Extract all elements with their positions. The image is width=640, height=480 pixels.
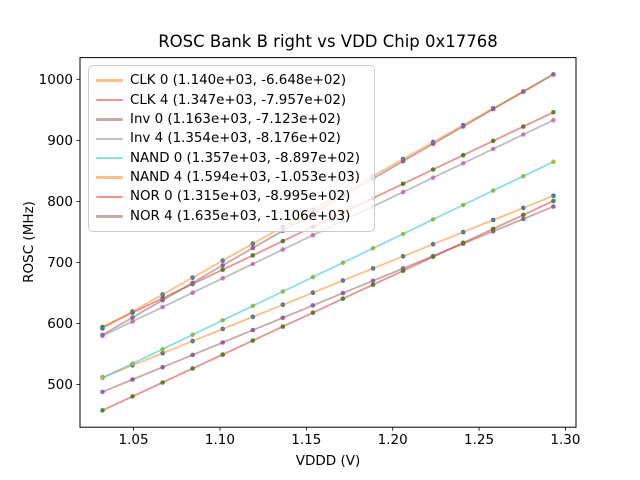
legend-item-clk-4: CLK 4 (1.347e+03, -7.957e+02) — [96, 90, 366, 109]
legend-line-sample — [96, 79, 123, 82]
series-line-nand-0 — [102, 160, 554, 379]
legend-label: NOR 4 (1.635e+03, -1.106e+03) — [130, 208, 351, 224]
series-line-inv-0 — [102, 205, 554, 393]
legend-item-clk-0: CLK 0 (1.140e+03, -6.648e+02) — [96, 71, 366, 90]
chart-title: ROSC Bank B right vs VDD Chip 0x17768 — [158, 32, 498, 51]
series-line-nor-0 — [102, 200, 554, 412]
y-tick-label: 800 — [47, 194, 73, 210]
legend-item-nand-4: NAND 4 (1.594e+03, -1.053e+03) — [96, 168, 366, 187]
legend-label: Inv 0 (1.163e+03, -7.123e+02) — [130, 111, 341, 127]
legend-item-inv-0: Inv 0 (1.163e+03, -7.123e+02) — [96, 110, 366, 129]
y-tick-label: 900 — [47, 133, 73, 149]
legend-item-nor-0: NOR 0 (1.315e+03, -8.995e+02) — [96, 187, 366, 206]
legend-label: CLK 0 (1.140e+03, -6.648e+02) — [130, 73, 347, 89]
y-tick-label: 700 — [47, 255, 73, 271]
y-tick-label: 500 — [47, 377, 73, 393]
legend-item-inv-4: Inv 4 (1.354e+03, -8.176e+02) — [96, 129, 366, 148]
legend-line-sample — [96, 176, 123, 179]
y-tick-label: 1000 — [39, 72, 73, 88]
legend-label: NAND 4 (1.594e+03, -1.053e+03) — [130, 170, 360, 186]
y-axis-label: ROSC (MHz) — [21, 201, 37, 283]
legend-line-sample — [96, 137, 123, 140]
x-axis-label: VDDD (V) — [295, 453, 361, 469]
x-tick-label: 1.30 — [550, 432, 580, 448]
x-tick-label: 1.20 — [378, 432, 408, 448]
legend-label: NAND 0 (1.357e+03, -8.897e+02) — [130, 150, 360, 166]
x-tick-label: 1.15 — [291, 432, 321, 448]
legend-label: Inv 4 (1.354e+03, -8.176e+02) — [130, 131, 341, 147]
legend-line-sample — [96, 156, 123, 160]
legend-label: CLK 4 (1.347e+03, -7.957e+02) — [130, 92, 347, 108]
legend-item-nand-0: NAND 0 (1.357e+03, -8.897e+02) — [96, 149, 366, 168]
x-tick-label: 1.25 — [464, 432, 494, 448]
legend-line-sample — [96, 195, 123, 199]
series-line-clk-0 — [102, 194, 554, 379]
legend: CLK 0 (1.140e+03, -6.648e+02) CLK 4 (1.34… — [88, 65, 375, 232]
legend-label: NOR 0 (1.315e+03, -8.995e+02) — [130, 189, 351, 205]
legend-line-sample — [96, 215, 123, 218]
legend-item-nor-4: NOR 4 (1.635e+03, -1.106e+03) — [96, 207, 366, 226]
axes-frame — [79, 57, 577, 428]
x-tick-label: 1.10 — [205, 432, 235, 448]
legend-line-sample — [96, 98, 123, 102]
y-tick-label: 600 — [47, 316, 73, 332]
legend-line-sample — [96, 118, 123, 121]
x-tick-label: 1.05 — [119, 432, 149, 448]
